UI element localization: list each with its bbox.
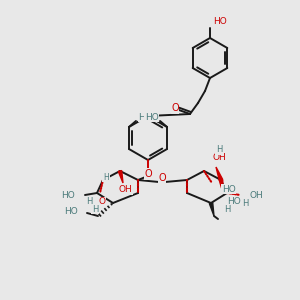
Text: O: O: [158, 173, 166, 183]
Text: H: H: [103, 172, 109, 182]
Text: H: H: [92, 205, 98, 214]
Text: HO: HO: [227, 197, 241, 206]
Text: OH: OH: [118, 185, 132, 194]
Text: O: O: [171, 103, 179, 113]
Text: O: O: [144, 169, 152, 179]
Text: H: H: [242, 199, 248, 208]
Text: HO: HO: [145, 112, 159, 122]
Text: H: H: [86, 197, 92, 206]
Polygon shape: [209, 202, 214, 216]
Polygon shape: [219, 180, 223, 193]
Text: OH: OH: [212, 154, 226, 163]
Text: OH: OH: [250, 190, 264, 200]
Text: HO: HO: [213, 17, 227, 26]
Polygon shape: [118, 171, 123, 183]
Text: HO: HO: [222, 184, 236, 194]
Polygon shape: [216, 167, 223, 181]
Text: H: H: [224, 206, 230, 214]
Text: H: H: [216, 146, 222, 154]
Text: O: O: [98, 197, 106, 206]
Text: HO: HO: [138, 112, 152, 122]
Text: HO: HO: [64, 206, 78, 215]
Text: HO: HO: [61, 190, 75, 200]
